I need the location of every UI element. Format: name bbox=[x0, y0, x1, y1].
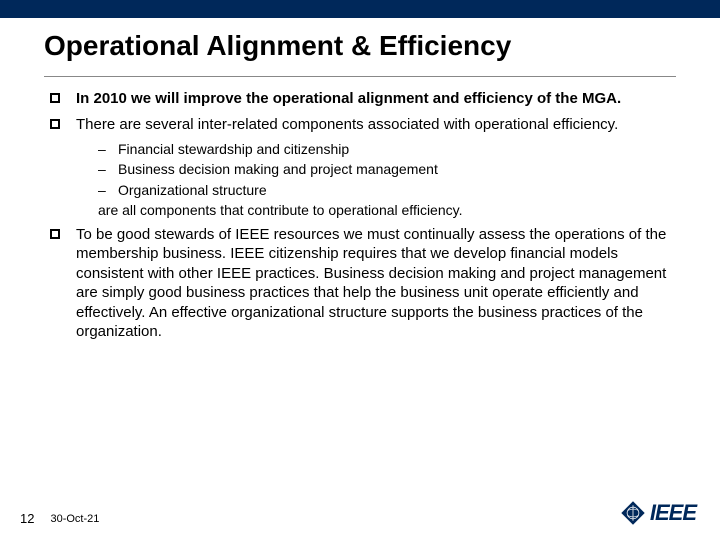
sub-bullet-text: Financial stewardship and citizenship bbox=[118, 140, 349, 158]
sub-bullet-item: – Organizational structure bbox=[98, 181, 676, 199]
footer-date: 30-Oct-21 bbox=[50, 513, 99, 525]
square-bullet-icon bbox=[50, 93, 60, 103]
bullet-text: There are several inter-related componen… bbox=[76, 115, 618, 135]
sub-bullet-item: – Financial stewardship and citizenship bbox=[98, 140, 676, 158]
bullet-text: To be good stewards of IEEE resources we… bbox=[76, 225, 676, 342]
footer-left: 12 30-Oct-21 bbox=[20, 511, 99, 526]
sub-bullet-text: Business decision making and project man… bbox=[118, 160, 438, 178]
title-underline bbox=[44, 76, 676, 77]
slide-footer: 12 30-Oct-21 IEEE bbox=[0, 500, 720, 526]
square-bullet-icon bbox=[50, 229, 60, 239]
bullet-item: To be good stewards of IEEE resources we… bbox=[50, 225, 676, 342]
sub-bullet-item: – Business decision making and project m… bbox=[98, 160, 676, 178]
body-area: In 2010 we will improve the operational … bbox=[44, 89, 676, 342]
dash-icon: – bbox=[98, 181, 108, 199]
bullet-text: In 2010 we will improve the operational … bbox=[76, 89, 621, 109]
page-number: 12 bbox=[20, 511, 34, 526]
square-bullet-icon bbox=[50, 119, 60, 129]
ieee-logo-text: IEEE bbox=[650, 500, 696, 526]
ieee-emblem-icon bbox=[620, 500, 646, 526]
sub-closing-text: are all components that contribute to op… bbox=[98, 201, 676, 219]
dash-icon: – bbox=[98, 160, 108, 178]
ieee-logo: IEEE bbox=[620, 500, 696, 526]
sub-bullet-block: – Financial stewardship and citizenship … bbox=[50, 140, 676, 219]
slide-title: Operational Alignment & Efficiency bbox=[44, 30, 676, 62]
dash-icon: – bbox=[98, 140, 108, 158]
bullet-item: In 2010 we will improve the operational … bbox=[50, 89, 676, 109]
slide-content: Operational Alignment & Efficiency In 20… bbox=[0, 18, 720, 342]
bullet-item: There are several inter-related componen… bbox=[50, 115, 676, 135]
sub-bullet-text: Organizational structure bbox=[118, 181, 267, 199]
header-bar bbox=[0, 0, 720, 18]
